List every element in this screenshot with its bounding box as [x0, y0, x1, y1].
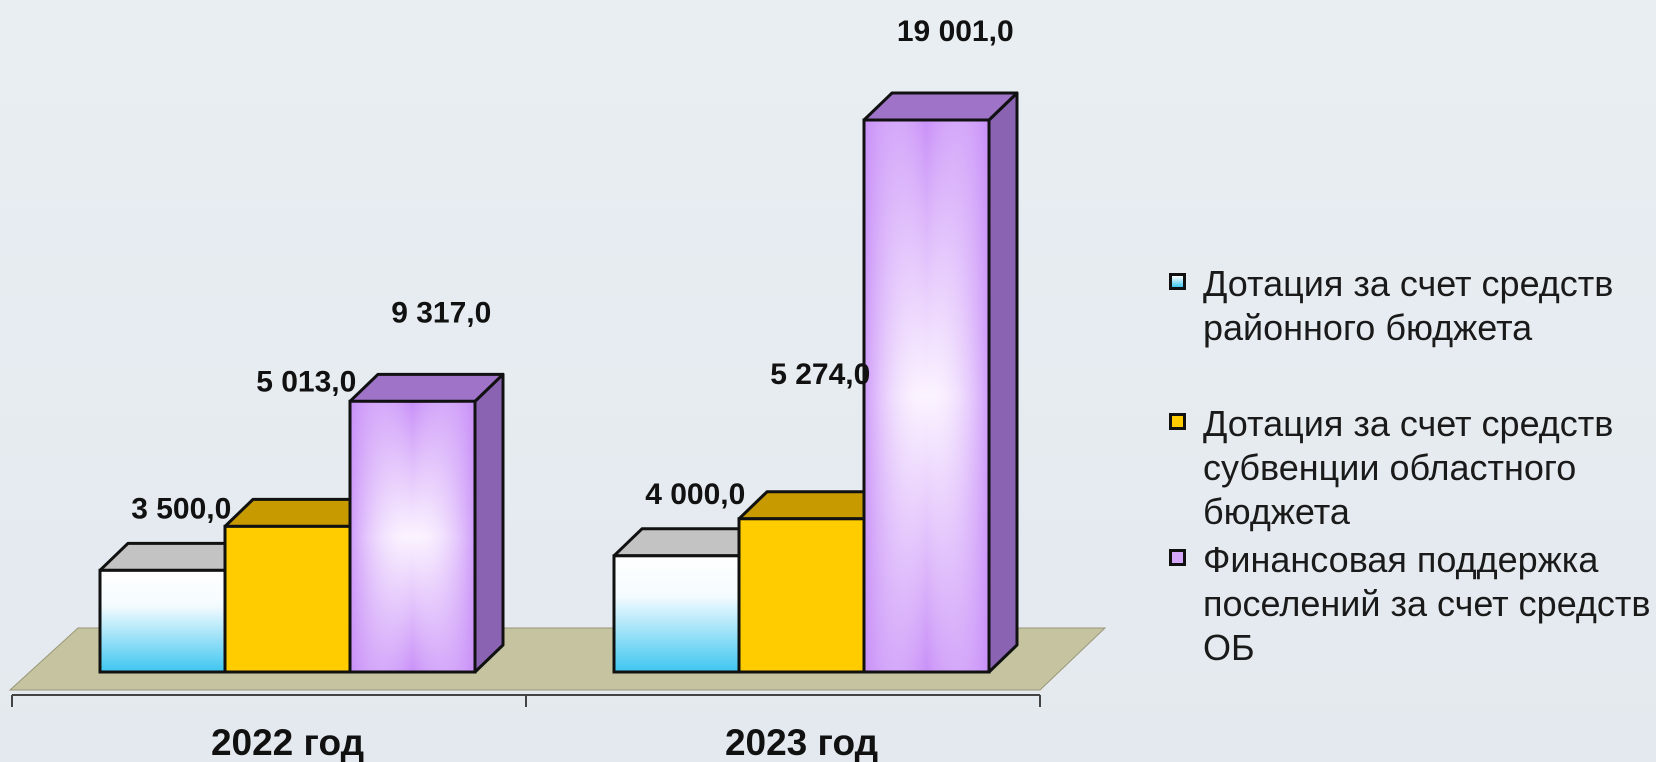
legend-label-district-budget: Дотация за счет средств районного бюджет…: [1203, 263, 1614, 348]
x-tick-label-2022: 2022 год: [211, 722, 364, 762]
bar-settlement-support-2023: [862, 91, 1019, 674]
x-tick-label-2023: 2023 год: [725, 722, 878, 762]
bar-district-budget-2022-front: [98, 568, 227, 674]
data-label-regional-subvention-2023: 5 274,0: [770, 358, 870, 391]
bar-district-budget-2023-front: [612, 554, 741, 674]
bar-settlement-support-2023-front-shine: [865, 121, 988, 671]
data-label-district-budget-2022: 3 500,0: [131, 492, 231, 525]
bar-regional-subvention-2023-front: [737, 517, 866, 674]
data-label-settlement-support-2022: 9 317,0: [391, 296, 491, 329]
legend-item-district-budget: Дотация за счет средств районного бюджет…: [1165, 262, 1655, 350]
legend-label-settlement-support: Финансовая поддержка поселений за счет с…: [1203, 539, 1651, 668]
bar-settlement-support-2022-front-shine: [351, 402, 474, 671]
data-label-settlement-support-2023: 19 001,0: [897, 15, 1014, 48]
legend-label-regional-subvention: Дотация за счет средств субвенции област…: [1203, 403, 1614, 532]
bar-settlement-support-2022-side: [473, 372, 505, 674]
data-label-regional-subvention-2022: 5 013,0: [256, 365, 356, 398]
legend-item-regional-subvention: Дотация за счет средств субвенции област…: [1165, 402, 1655, 534]
data-label-district-budget-2023: 4 000,0: [645, 478, 745, 511]
bar-settlement-support-2022-top: [348, 372, 505, 403]
bar-regional-subvention-2022-front: [223, 524, 352, 674]
legend-swatch-regional-subvention: [1169, 413, 1186, 430]
bar-settlement-support-2023-side: [987, 91, 1019, 674]
legend-swatch-settlement-support: [1169, 549, 1186, 566]
legend: Дотация за счет средств районного бюджет…: [1165, 262, 1655, 670]
legend-item-settlement-support: Финансовая поддержка поселений за счет с…: [1165, 538, 1655, 670]
bar-settlement-support-2022: [348, 372, 505, 674]
legend-swatch-district-budget: [1169, 273, 1186, 290]
bar-settlement-support-2023-top: [862, 91, 1019, 122]
